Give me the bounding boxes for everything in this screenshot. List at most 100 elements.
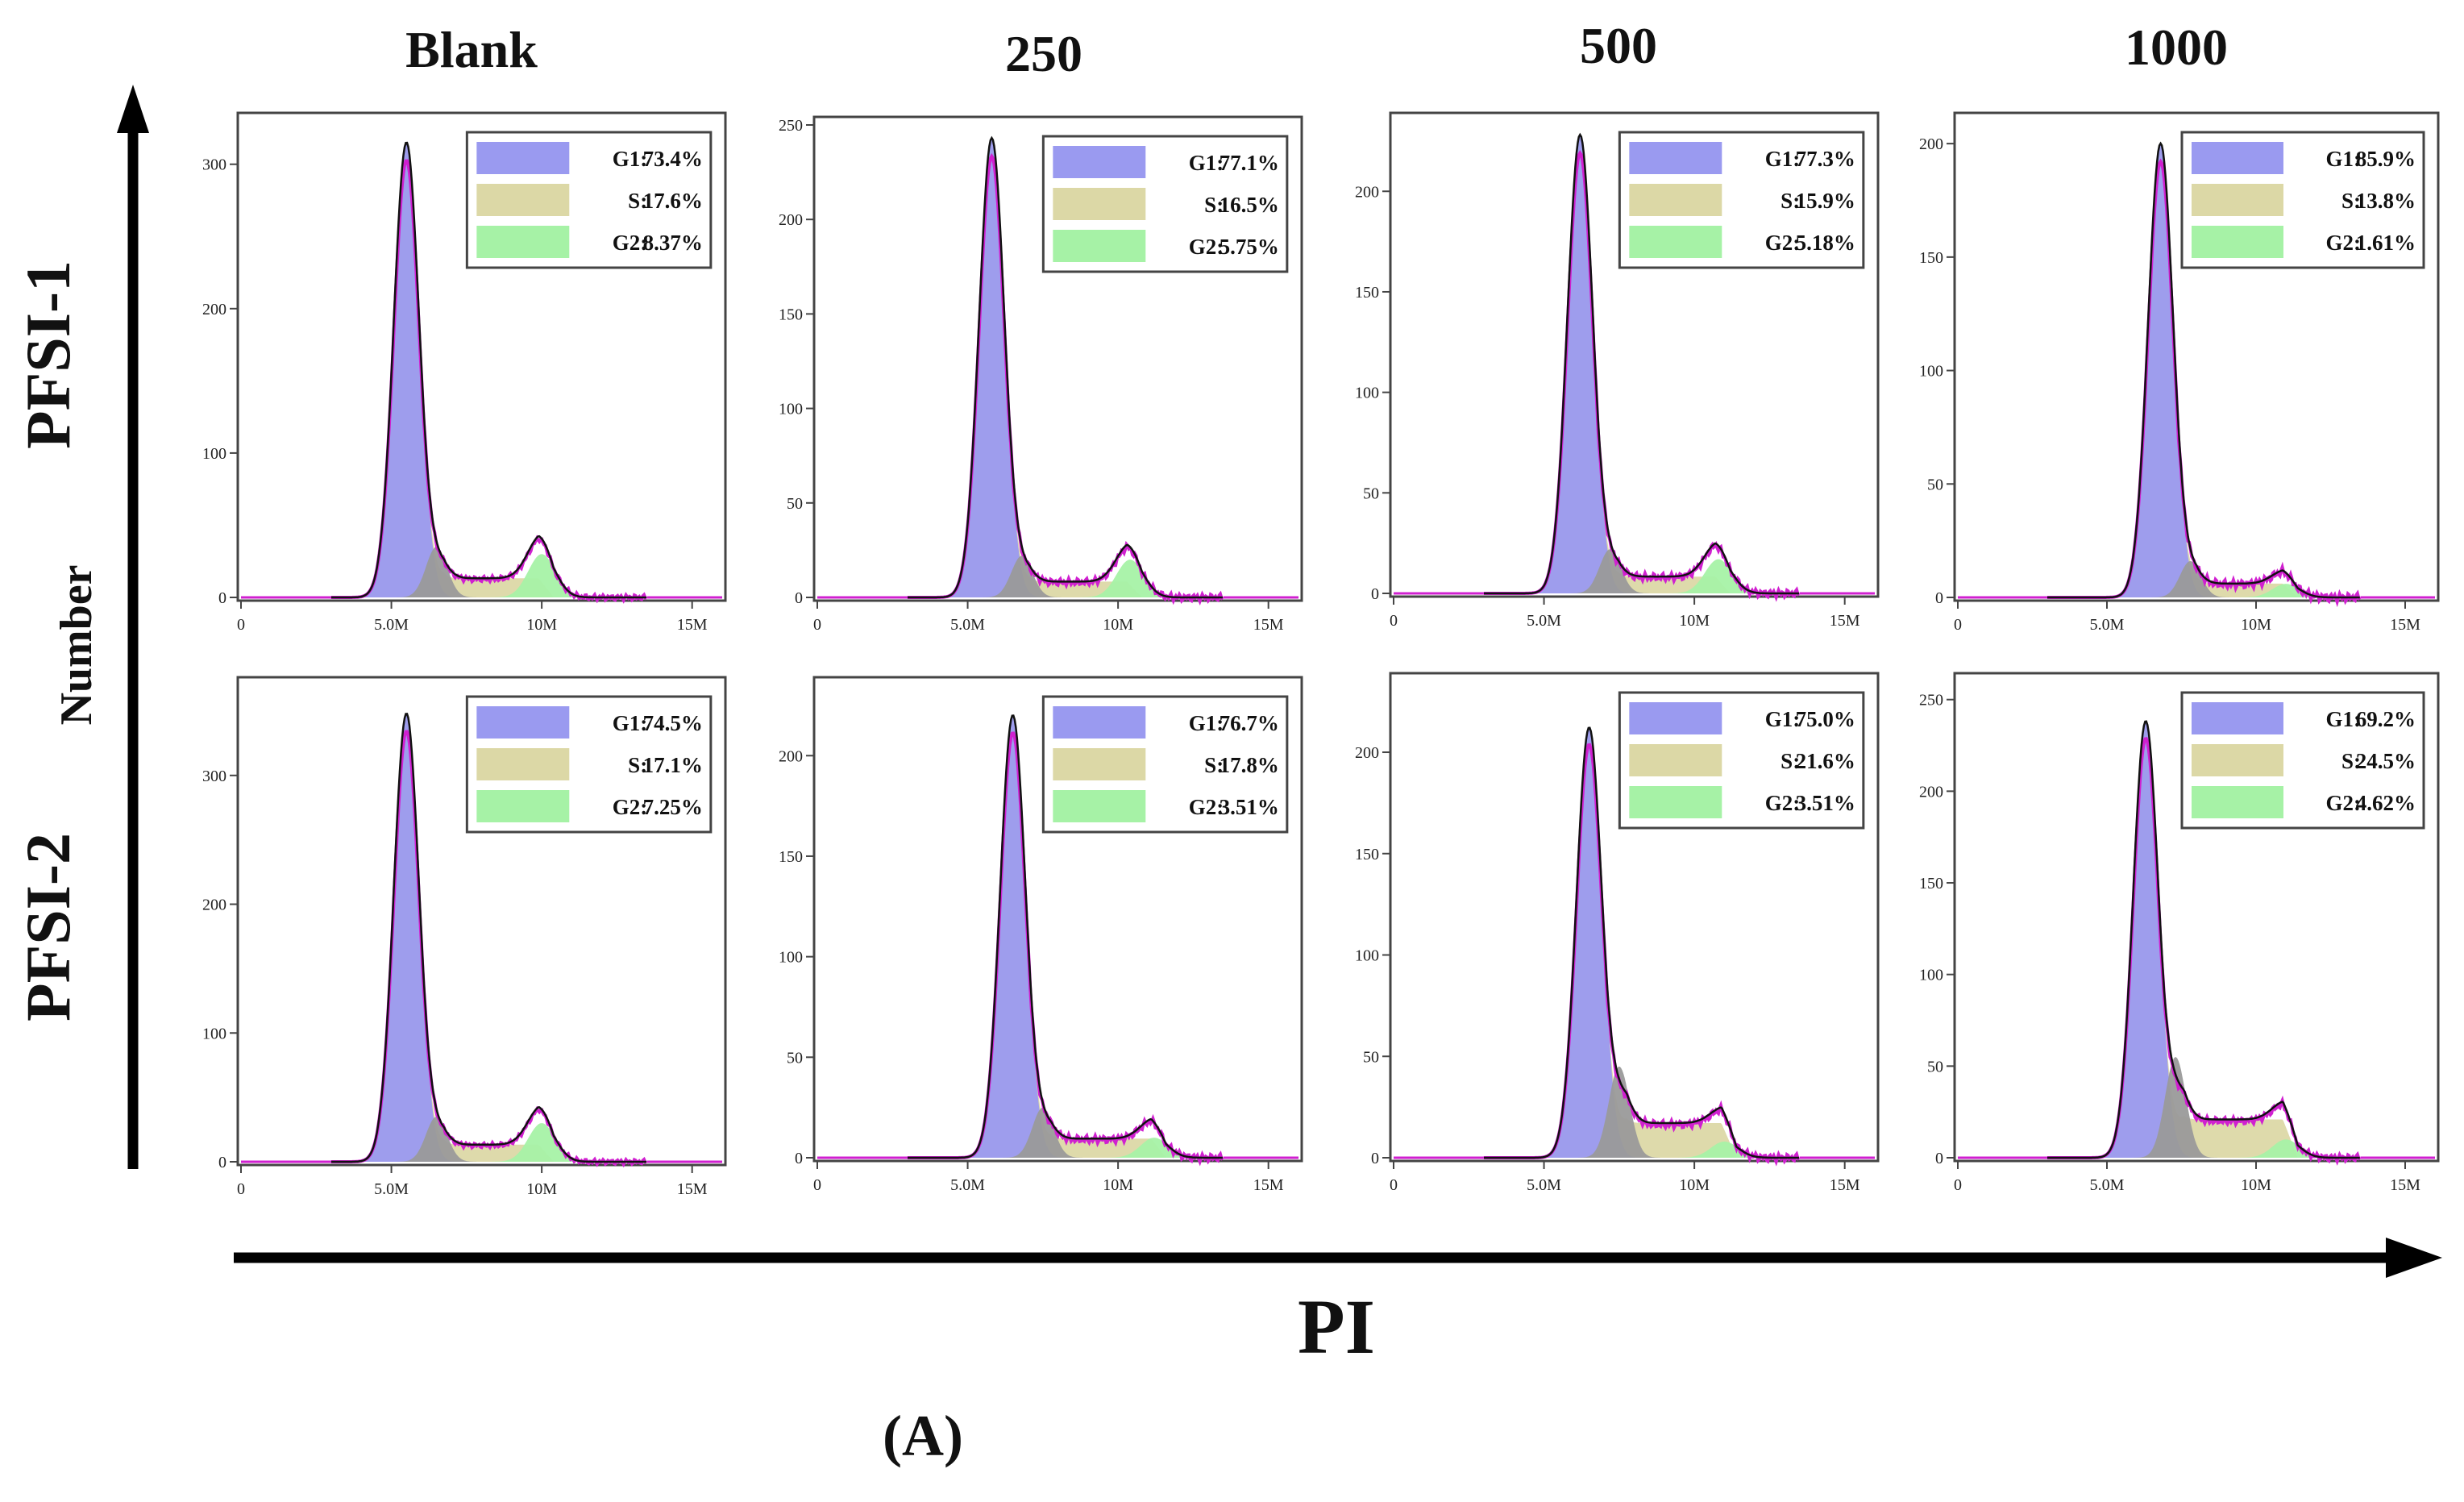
legend-swatch-g1 xyxy=(476,142,570,174)
legend-label-s: S: xyxy=(1204,753,1224,777)
legend-label-g1: G1: xyxy=(1189,151,1224,175)
panel-pfsi-1-500: 0 50 100 150 200 0 5.0M 10M 15M G1:77.3% S:15.9% G2… xyxy=(1355,111,1880,630)
legend-value-g2: 8.37% xyxy=(643,231,703,255)
legend-value-s: 17.6% xyxy=(643,189,703,213)
raw-curve xyxy=(2047,141,2360,599)
y-tick-label: 200 xyxy=(1919,135,1943,153)
column-title-250: 250 xyxy=(1005,25,1082,82)
y-tick-label: 50 xyxy=(787,495,803,513)
area-g2 xyxy=(1483,559,1799,593)
y-tick-label: 150 xyxy=(1355,846,1379,863)
panel-pfsi-1-250: 0 50 100 150 200 250 0 5.0M 10M 15M G1:77.1% S:16.5… xyxy=(779,115,1303,634)
panel-pfsi-2-250: 0 50 100 150 200 0 5.0M 10M 15M G1:76.7% S:17.8% G2… xyxy=(779,676,1303,1194)
y-tick-label: 50 xyxy=(1363,1048,1379,1066)
y-tick-label: 0 xyxy=(795,1150,803,1167)
x-tick-label: 10M xyxy=(2241,1176,2271,1194)
panel-pfsi-1-blank: 0 100 200 300 0 5.0M 10M 15M G1:73.4% S:17.6% G2:8… xyxy=(202,111,727,634)
area-g2 xyxy=(1483,1141,1799,1158)
x-tick-label: 15M xyxy=(1253,1176,1284,1194)
x-tick-label: 0 xyxy=(1390,612,1398,630)
y-tick-label: 200 xyxy=(202,897,226,914)
panel-pfsi-2-blank: 0 100 200 300 0 5.0M 10M 15M G1:74.5% S:17.1% G2:7… xyxy=(202,676,727,1198)
x-tick-label: 10M xyxy=(2241,616,2271,634)
y-tick-label: 0 xyxy=(1371,1150,1379,1167)
y-tick-label: 0 xyxy=(1935,1150,1943,1167)
legend-value-g1: 69.2% xyxy=(2356,707,2416,731)
y-tick-label: 100 xyxy=(779,949,803,967)
legend-label-g2: G2: xyxy=(1765,231,1801,255)
x-tick-label: 10M xyxy=(1103,616,1133,634)
y-tick-label: 0 xyxy=(1935,589,1943,607)
legend-value-g1: 74.5% xyxy=(643,711,703,735)
y-tick-label: 300 xyxy=(202,156,226,174)
legend-swatch-s xyxy=(1053,188,1146,220)
legend-value-g2: 4.62% xyxy=(2356,791,2416,815)
legend-value-s: 24.5% xyxy=(2356,749,2416,773)
y-tick-label: 150 xyxy=(1919,875,1943,892)
legend-label-s: S: xyxy=(1204,193,1224,217)
legend-label-g1: G1: xyxy=(1765,707,1801,731)
y-tick-label: 200 xyxy=(1919,783,1943,801)
legend-value-s: 21.6% xyxy=(1796,749,1855,773)
area-g1 xyxy=(330,143,646,597)
y-tick-label: 100 xyxy=(779,401,803,418)
legend-swatch-s xyxy=(2192,744,2283,776)
panel-label: (A) xyxy=(883,1404,963,1468)
panel-pfsi-2-1000: 0 50 100 150 200 250 0 5.0M 10M 15M G1:69.2% S:24.5… xyxy=(1919,672,2440,1194)
y-tick-label: 200 xyxy=(1355,744,1379,762)
legend-value-s: 13.8% xyxy=(2356,189,2416,213)
y-tick-label: 250 xyxy=(779,117,803,135)
x-tick-label: 5.0M xyxy=(950,1176,985,1194)
legend-value-g1: 76.7% xyxy=(1220,711,1279,735)
legend-value-g2: 3.51% xyxy=(1220,795,1279,819)
legend-label-s: S: xyxy=(1780,749,1800,773)
y-tick-label: 200 xyxy=(202,301,226,318)
x-tick-label: 10M xyxy=(526,616,557,634)
y-tick-label: 0 xyxy=(218,589,226,607)
legend-swatch-s xyxy=(1629,184,1722,216)
y-tick-label: 200 xyxy=(779,747,803,765)
raw-curve xyxy=(2047,720,2360,1159)
x-tick-label: 15M xyxy=(677,616,708,634)
legend-label-s: S: xyxy=(628,189,647,213)
legend-value-g1: 75.0% xyxy=(1796,707,1855,731)
legend-swatch-g1 xyxy=(476,706,570,739)
legend-swatch-g2 xyxy=(2192,226,2283,258)
legend-swatch-g2 xyxy=(1629,226,1722,258)
x-tick-label: 15M xyxy=(2390,1176,2420,1194)
area-g1 xyxy=(1483,135,1799,593)
legend-label-s: S: xyxy=(2341,189,2361,213)
x-tick-label: 5.0M xyxy=(374,1180,409,1198)
legend-swatch-s xyxy=(476,748,570,780)
y-tick-label: 100 xyxy=(1355,385,1379,402)
legend-value-s: 17.8% xyxy=(1220,753,1279,777)
legend-label-s: S: xyxy=(628,753,647,777)
legend-swatch-g2 xyxy=(476,790,570,822)
raw-curve xyxy=(1483,132,1799,595)
legend-label-g2: G2: xyxy=(1189,795,1224,819)
legend-swatch-g1 xyxy=(1629,142,1722,174)
raw-curve xyxy=(330,141,646,599)
legend-label-g2: G2: xyxy=(613,795,648,819)
x-tick-label: 5.0M xyxy=(2090,1176,2125,1194)
legend-swatch-g1 xyxy=(1053,146,1146,178)
y-tick-label: 0 xyxy=(218,1154,226,1171)
raw-curve xyxy=(907,714,1223,1159)
legend-label-g1: G1: xyxy=(2326,707,2362,731)
y-tick-label: 50 xyxy=(1927,1058,1943,1076)
y-tick-label: 100 xyxy=(202,445,226,463)
x-tick-label: 0 xyxy=(813,1176,821,1194)
legend-value-g1: 77.1% xyxy=(1220,151,1279,175)
x-axis-arrow xyxy=(234,1238,2442,1278)
y-tick-label: 200 xyxy=(779,211,803,229)
legend-swatch-g1 xyxy=(2192,702,2283,734)
raw-curve xyxy=(907,135,1223,599)
y-tick-label: 150 xyxy=(1355,284,1379,302)
legend-label-g2: G2: xyxy=(2326,791,2362,815)
legend-value-g1: 85.9% xyxy=(2356,147,2416,171)
legend-value-g2: 7.25% xyxy=(643,795,703,819)
legend-label-s: S: xyxy=(2341,749,2361,773)
y-tick-label: 250 xyxy=(1919,692,1943,709)
legend-swatch-g1 xyxy=(1053,706,1146,739)
legend-label-g2: G2: xyxy=(613,231,648,255)
